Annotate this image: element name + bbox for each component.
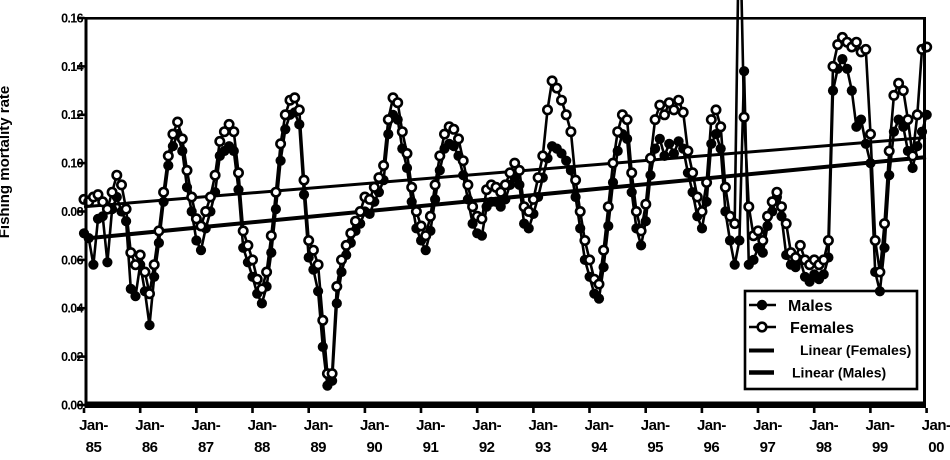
svg-text:90: 90 [367, 439, 383, 455]
svg-text:Jan-: Jan- [304, 417, 333, 434]
svg-text:86: 86 [142, 439, 158, 455]
svg-text:93: 93 [535, 439, 551, 455]
svg-text:Jan-: Jan- [922, 417, 950, 434]
svg-text:Jan-: Jan- [641, 417, 670, 434]
svg-text:0.10: 0.10 [61, 157, 84, 171]
svg-text:89: 89 [310, 439, 326, 455]
svg-text:Jan-: Jan- [809, 417, 838, 434]
svg-text:88: 88 [254, 439, 270, 455]
svg-text:Jan-: Jan- [248, 417, 277, 434]
svg-text:0.16: 0.16 [61, 11, 84, 25]
svg-text:00: 00 [928, 439, 944, 455]
svg-text:Fishing mortality rate: Fishing mortality rate [0, 86, 13, 239]
svg-text:99: 99 [872, 439, 888, 455]
svg-text:98: 98 [816, 439, 832, 455]
svg-text:91: 91 [423, 439, 439, 455]
svg-text:87: 87 [198, 439, 214, 455]
svg-text:Jan-: Jan- [697, 417, 726, 434]
svg-text:95: 95 [647, 439, 663, 455]
svg-text:Jan-: Jan- [416, 417, 445, 434]
svg-text:85: 85 [86, 439, 102, 455]
svg-text:Linear (Females): Linear (Females) [800, 342, 911, 358]
svg-text:Jan-: Jan- [472, 417, 501, 434]
svg-text:Jan-: Jan- [585, 417, 614, 434]
svg-text:Jan-: Jan- [360, 417, 389, 434]
svg-text:Jan-: Jan- [191, 417, 220, 434]
svg-text:Jan-: Jan- [135, 417, 164, 434]
svg-text:0.00: 0.00 [61, 398, 84, 412]
svg-text:0.08: 0.08 [61, 205, 84, 219]
svg-text:92: 92 [479, 439, 495, 455]
svg-text:Jan-: Jan- [79, 417, 108, 434]
svg-text:0.14: 0.14 [61, 60, 84, 74]
svg-text:0.06: 0.06 [61, 253, 84, 267]
svg-text:94: 94 [591, 439, 608, 455]
svg-text:Jan-: Jan- [753, 417, 782, 434]
svg-text:96: 96 [704, 439, 720, 455]
svg-text:0.02: 0.02 [61, 350, 84, 364]
svg-text:0.12: 0.12 [61, 108, 84, 122]
svg-text:Females: Females [790, 320, 854, 337]
svg-text:Linear (Males): Linear (Males) [792, 365, 886, 381]
svg-text:0.04: 0.04 [61, 302, 84, 316]
svg-text:Males: Males [788, 298, 833, 315]
svg-text:Jan-: Jan- [865, 417, 894, 434]
svg-text:97: 97 [760, 439, 776, 455]
svg-text:Jan-: Jan- [528, 417, 557, 434]
